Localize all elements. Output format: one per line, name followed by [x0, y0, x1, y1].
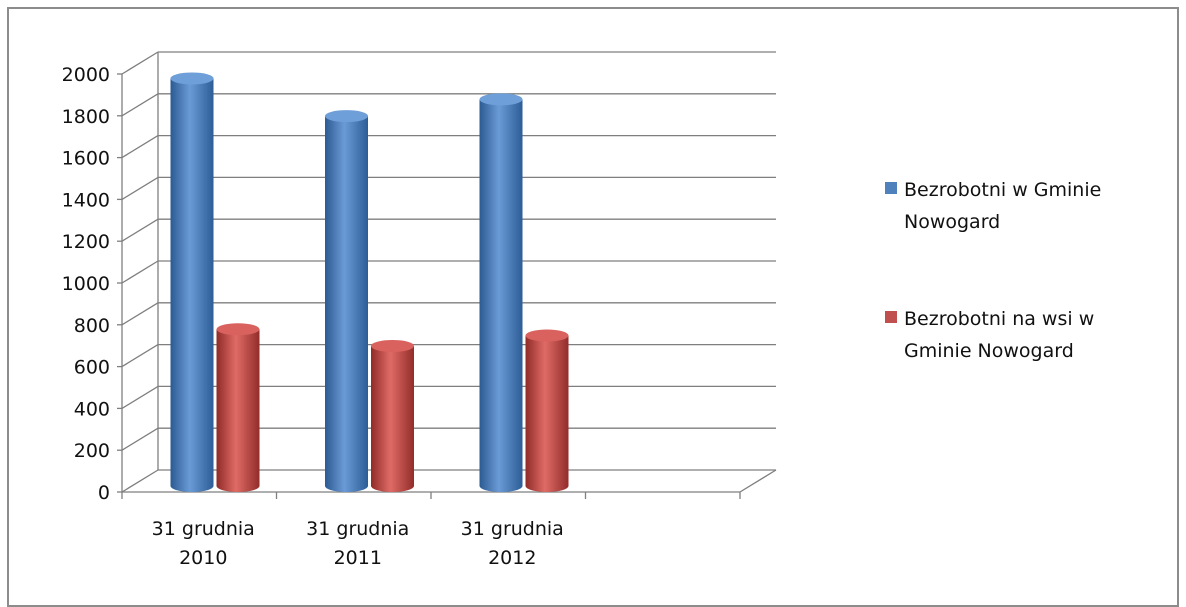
gridline-diagonal — [121, 344, 159, 368]
legend-label: Bezrobotni na wsi w — [904, 308, 1094, 330]
legend-label: Gminie Nowogard — [904, 340, 1074, 362]
bar-top — [525, 329, 569, 342]
bar-series-2 — [525, 329, 569, 492]
y-tick-label: 2000 — [62, 64, 110, 86]
y-tick-label: 800 — [74, 315, 110, 337]
gridline-diagonal — [121, 218, 159, 242]
bar-top — [216, 323, 260, 336]
legend-label: Bezrobotni w Gminie — [904, 179, 1101, 201]
chart-container: 0 200 400 600 800 1000 1200 1400 1600 1800 2000 31 … — [7, 7, 1179, 607]
legend-label: Nowogard — [904, 211, 1000, 233]
gridline-diagonal — [121, 51, 159, 75]
y-tick-label: 200 — [74, 440, 110, 462]
gridline-diagonal — [121, 385, 159, 409]
bar-chart: 0 200 400 600 800 1000 1200 1400 1600 1800 2000 31 … — [62, 51, 1101, 569]
y-tick-label: 400 — [74, 398, 110, 420]
bar-top — [371, 339, 414, 352]
legend-swatch — [885, 182, 897, 194]
legend-swatch — [885, 311, 897, 323]
y-tick-label: 1000 — [62, 273, 110, 295]
gridline-diagonal — [121, 427, 159, 451]
bar-series-1 — [170, 72, 214, 492]
y-tick-label: 0 — [98, 482, 110, 504]
floor-left-edge — [121, 469, 159, 493]
x-category-label: 31 grudnia — [306, 518, 409, 540]
gridline-diagonal — [121, 302, 159, 326]
gridline-diagonal — [121, 135, 159, 159]
gridline-diagonal — [121, 260, 159, 284]
y-tick-label: 600 — [74, 357, 110, 379]
y-tick-label: 1400 — [62, 189, 110, 211]
gridlines — [121, 51, 776, 451]
axes — [117, 52, 777, 499]
bar-top — [325, 110, 368, 123]
bar-body — [479, 99, 523, 492]
bar-body — [325, 116, 368, 492]
y-tick-label: 1800 — [62, 106, 110, 128]
x-category-label: 31 grudnia — [461, 518, 564, 540]
bar-series-1 — [325, 110, 368, 492]
x-category-label: 31 grudnia — [152, 518, 255, 540]
x-category-label: 2011 — [334, 547, 382, 569]
bar-body — [525, 335, 569, 492]
bar-body — [216, 329, 260, 492]
gridline-diagonal — [121, 93, 159, 117]
bar-top — [170, 72, 214, 85]
bar-series-1 — [479, 93, 523, 492]
bar-body — [170, 78, 214, 492]
legend: Bezrobotni w Gminie Nowogard Bezrobotni na… — [885, 179, 1101, 362]
bars — [170, 72, 569, 492]
gridline-diagonal — [121, 176, 159, 200]
bar-body — [371, 345, 414, 492]
floor-right-edge — [739, 469, 777, 493]
y-tick-label: 1600 — [62, 148, 110, 170]
y-tick-label: 1200 — [62, 231, 110, 253]
bar-series-2 — [216, 323, 260, 492]
bar-top — [479, 93, 523, 106]
axis-labels: 0 200 400 600 800 1000 1200 1400 1600 1800 2000 31 … — [62, 64, 564, 569]
bar-series-2 — [371, 339, 414, 492]
x-category-label: 2012 — [488, 547, 536, 569]
x-category-label: 2010 — [179, 547, 227, 569]
